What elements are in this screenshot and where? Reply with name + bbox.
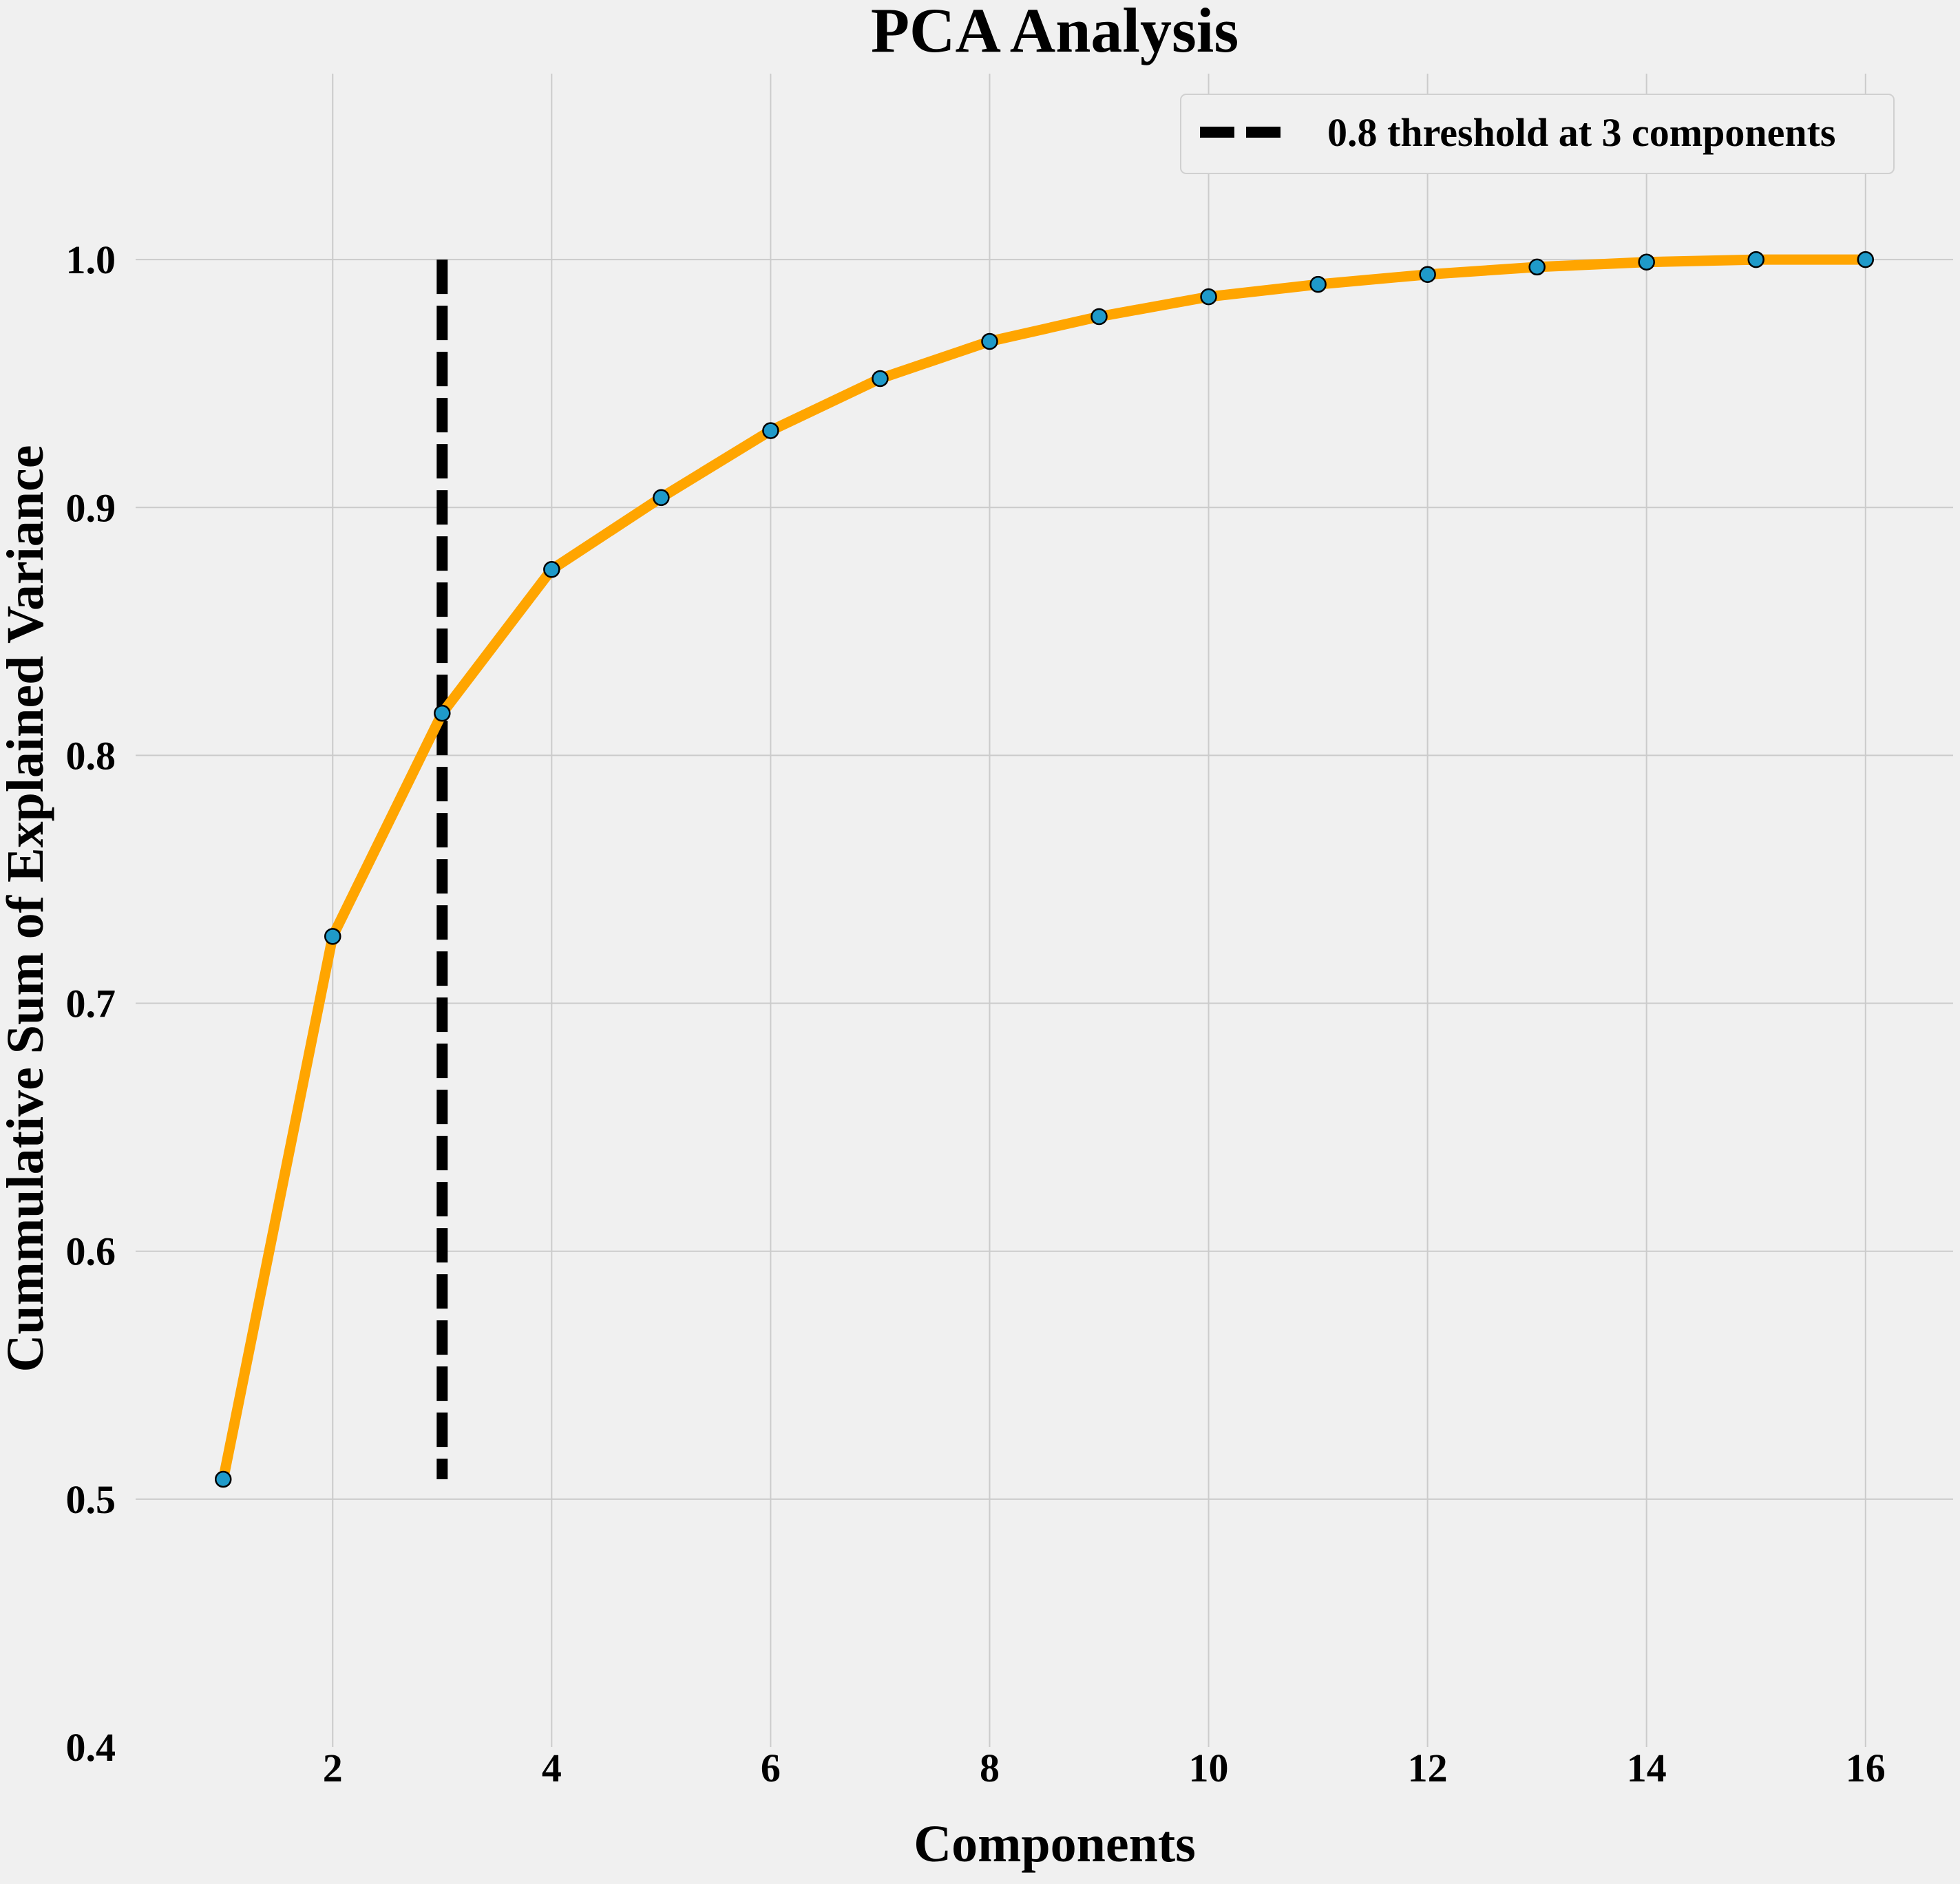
y-tick-label: 0.4 [66,1725,116,1770]
data-point [1528,258,1546,276]
data-point [1857,251,1875,268]
series-line [218,254,1871,1485]
y-axis-title: Cummulative Sum of Explained Variance [0,445,54,1372]
x-tick-label: 8 [980,1746,1000,1790]
data-point [762,422,779,439]
data-point [1747,251,1764,268]
data-point [214,1470,232,1488]
legend-label: 0.8 threshold at 3 components [1327,110,1835,155]
data-point [324,928,341,945]
chart-title: PCA Analysis [871,0,1239,65]
y-tick-label: 0.9 [66,485,116,530]
data-point [1309,275,1327,293]
data-point [1638,253,1655,271]
x-tick-labels: 2 4 6 8 10 12 14 16 [323,1746,1886,1790]
legend: 0.8 threshold at 3 components [1180,94,1895,174]
x-tick-label: 2 [323,1746,343,1790]
data-point [872,370,889,388]
data-point [434,704,451,722]
x-tick-label: 6 [761,1746,781,1790]
y-tick-labels: 0.4 0.5 0.6 0.7 0.8 0.9 1.0 [66,237,116,1770]
y-tick-label: 0.8 [66,733,116,778]
data-point [1200,288,1217,306]
x-tick-label: 14 [1627,1746,1667,1790]
data-point [981,332,998,350]
data-point [653,489,670,507]
y-tick-label: 1.0 [66,237,116,282]
x-axis-title: Components [914,1815,1196,1873]
series-layer [218,254,1871,1485]
x-tick-label: 16 [1846,1746,1886,1790]
data-point [1090,308,1108,326]
x-tick-label: 10 [1189,1746,1229,1790]
x-tick-label: 12 [1408,1746,1448,1790]
data-point [543,561,560,578]
y-tick-label: 0.5 [66,1477,116,1522]
x-tick-label: 4 [542,1746,562,1790]
data-point [1419,266,1436,283]
y-tick-label: 0.6 [66,1229,116,1274]
legend-box [1180,94,1895,174]
y-tick-label: 0.7 [66,982,116,1026]
marker-layer [214,251,1875,1488]
